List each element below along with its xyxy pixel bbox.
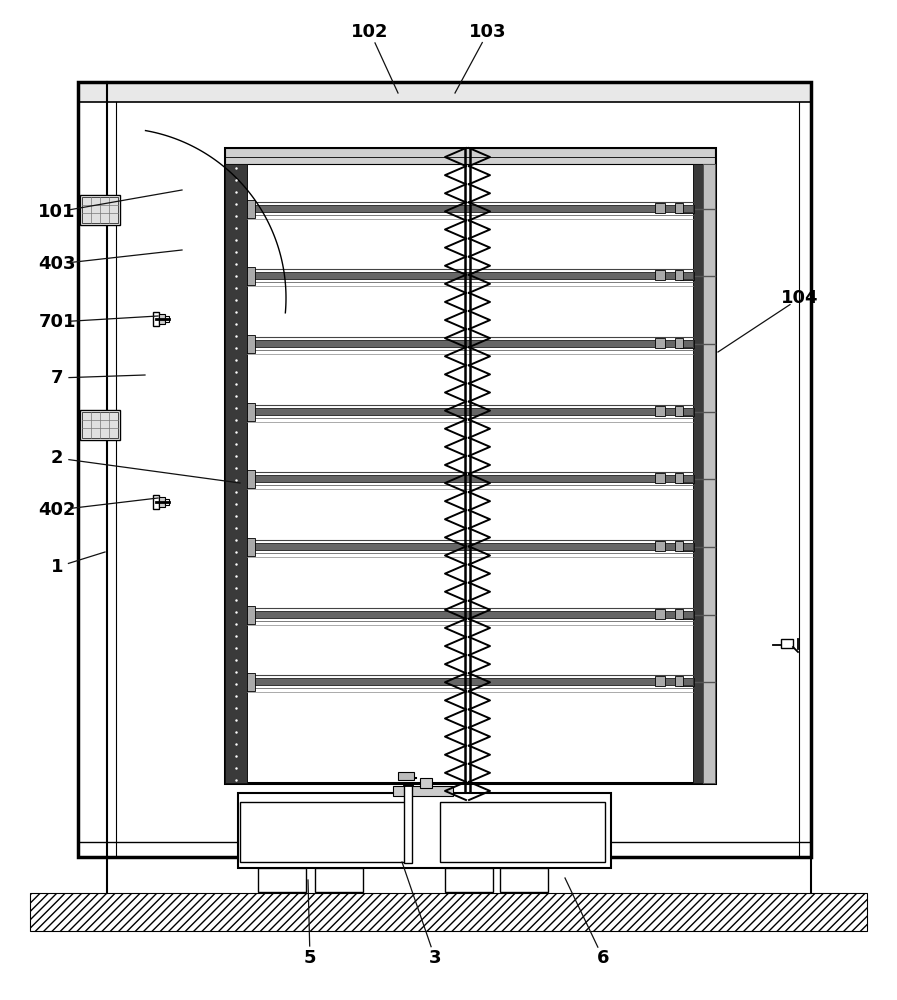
Bar (247, 543, 693, 550)
Bar (247, 408, 693, 415)
Bar (165, 499, 169, 505)
Bar (78, 82, 811, 102)
Bar (680, 678, 694, 686)
Bar (404, 785, 412, 863)
Bar (655, 338, 665, 348)
Bar (781, 639, 793, 648)
Bar (655, 406, 665, 416)
Bar (675, 609, 683, 619)
Bar (153, 495, 159, 509)
Bar (247, 272, 693, 279)
Bar (225, 164, 247, 783)
Bar (315, 868, 363, 892)
Text: 103: 103 (469, 23, 507, 41)
Bar (247, 538, 255, 556)
Bar (225, 148, 715, 783)
Bar (655, 473, 665, 483)
Bar (655, 541, 665, 551)
Bar (675, 270, 683, 280)
Text: 7: 7 (51, 369, 64, 387)
Bar (159, 314, 165, 324)
Bar (675, 338, 683, 348)
Bar (247, 470, 255, 488)
Bar (675, 473, 683, 483)
Text: 403: 403 (39, 255, 75, 273)
Text: 104: 104 (781, 289, 819, 307)
Bar (693, 164, 703, 783)
Bar (159, 497, 165, 507)
Bar (30, 893, 867, 931)
Bar (680, 408, 694, 416)
Bar (153, 312, 159, 326)
Bar (393, 786, 453, 796)
Bar (240, 802, 405, 862)
Bar (398, 772, 414, 780)
Bar (247, 475, 693, 482)
Bar (258, 868, 306, 892)
Text: 701: 701 (39, 313, 75, 331)
Bar (80, 195, 120, 225)
Text: 1: 1 (51, 558, 64, 576)
Text: 2: 2 (51, 449, 64, 467)
Bar (445, 868, 493, 892)
Text: 5: 5 (304, 949, 317, 967)
Bar (675, 406, 683, 416)
Bar (675, 203, 683, 213)
Bar (655, 676, 665, 686)
Bar (680, 611, 694, 619)
Bar (247, 606, 255, 624)
Bar (247, 611, 693, 618)
Bar (247, 673, 255, 691)
Bar (247, 267, 255, 285)
Bar (420, 778, 432, 788)
Bar (82, 197, 118, 223)
Bar (655, 609, 665, 619)
Bar (238, 793, 611, 868)
Bar (680, 543, 694, 551)
Bar (225, 148, 715, 164)
Bar (675, 541, 683, 551)
Text: 6: 6 (597, 949, 609, 967)
Bar (247, 340, 693, 347)
Bar (680, 272, 694, 280)
Text: 3: 3 (429, 949, 441, 967)
Bar (680, 205, 694, 213)
Bar (247, 205, 693, 212)
Bar (440, 802, 605, 862)
Bar (500, 868, 548, 892)
Text: 402: 402 (39, 501, 75, 519)
Text: 101: 101 (39, 203, 75, 221)
Bar (78, 82, 811, 857)
Bar (680, 340, 694, 348)
Bar (247, 678, 693, 685)
Bar (247, 335, 255, 353)
Bar (680, 475, 694, 483)
Bar (80, 410, 120, 440)
Bar (247, 403, 255, 421)
Bar (703, 164, 715, 783)
Bar (165, 316, 169, 322)
Bar (655, 270, 665, 280)
Text: 102: 102 (352, 23, 388, 41)
Bar (82, 412, 118, 438)
Bar (675, 676, 683, 686)
Bar (655, 203, 665, 213)
Bar (247, 200, 255, 218)
